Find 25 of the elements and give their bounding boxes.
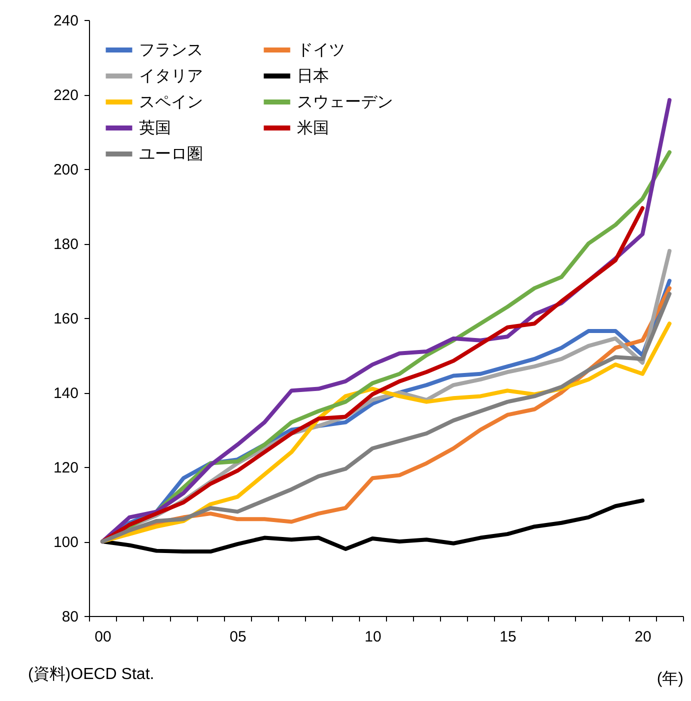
- y-tick-label: 240: [53, 12, 78, 30]
- legend-label: 日本: [297, 67, 329, 85]
- legend-label: イタリア: [139, 68, 203, 85]
- y-tick-label: 180: [53, 236, 78, 253]
- y-tick-label: 120: [53, 460, 78, 476]
- x-tick-label: 15: [500, 628, 516, 646]
- x-tick-label: 05: [230, 628, 246, 646]
- y-tick-label: 100: [53, 534, 78, 551]
- x-tick-label: 20: [634, 628, 652, 646]
- legend-label: スペイン: [139, 94, 203, 111]
- y-tick-label: 160: [53, 310, 78, 328]
- x-tick-label: 10: [364, 628, 382, 646]
- y-tick-label: 80: [62, 608, 78, 626]
- legend-label: スウェーデン: [297, 94, 393, 111]
- legend-label: 英国: [139, 119, 171, 137]
- y-tick-label: 200: [53, 162, 78, 178]
- legend-label: ユーロ圏: [139, 146, 203, 163]
- legend-label: 米国: [297, 119, 329, 137]
- legend-label: ドイツ: [297, 42, 345, 59]
- x-tick-label: 00: [94, 628, 112, 646]
- x-axis-title: (年): [656, 670, 684, 688]
- legend-label: フランス: [139, 42, 203, 59]
- y-tick-label: 140: [53, 385, 78, 402]
- y-tick-label: 220: [53, 87, 78, 104]
- text: (資料)OECD Stat.: [28, 665, 154, 683]
